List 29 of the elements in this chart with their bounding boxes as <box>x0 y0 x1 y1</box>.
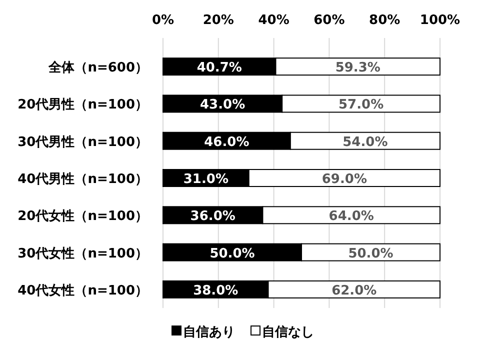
data-label: 38.0% <box>193 283 238 298</box>
y-tick-label: 20代男性（n=100） <box>18 98 148 113</box>
data-label: 62.0% <box>332 283 377 298</box>
data-label: 50.0% <box>210 246 255 262</box>
data-label: 54.0% <box>342 134 388 150</box>
data-label: 50.0% <box>348 246 394 262</box>
x-tick-label: 20% <box>202 13 234 28</box>
data-label: 64.0% <box>328 209 374 224</box>
data-label: 69.0% <box>322 172 367 187</box>
y-tick-label: 30代女性（n=100） <box>18 246 148 262</box>
data-label: 31.0% <box>183 172 228 187</box>
data-label: 59.3% <box>335 60 380 76</box>
y-tick-label: 30代男性（n=100） <box>18 134 148 150</box>
x-tick-label: 100% <box>420 13 460 28</box>
y-tick-label: 全体（n=600） <box>48 60 148 76</box>
y-tick-label: 20代女性（n=100） <box>18 209 148 224</box>
data-label: 46.0% <box>204 134 250 150</box>
legend-label: 自信あり <box>183 325 235 340</box>
data-label: 36.0% <box>190 209 236 224</box>
x-tick-label: 60% <box>314 13 345 28</box>
y-tick-label: 40代女性（n=100） <box>18 283 148 298</box>
data-label: 43.0% <box>200 98 246 113</box>
data-label: 57.0% <box>338 98 384 113</box>
legend-label: 自信なし <box>262 325 314 340</box>
y-tick-label: 40代男性（n=100） <box>18 172 148 187</box>
data-label: 40.7% <box>196 60 242 76</box>
x-tick-label: 80% <box>369 13 400 28</box>
x-tick-label: 0% <box>152 13 174 28</box>
x-tick-label: 40% <box>258 13 290 28</box>
